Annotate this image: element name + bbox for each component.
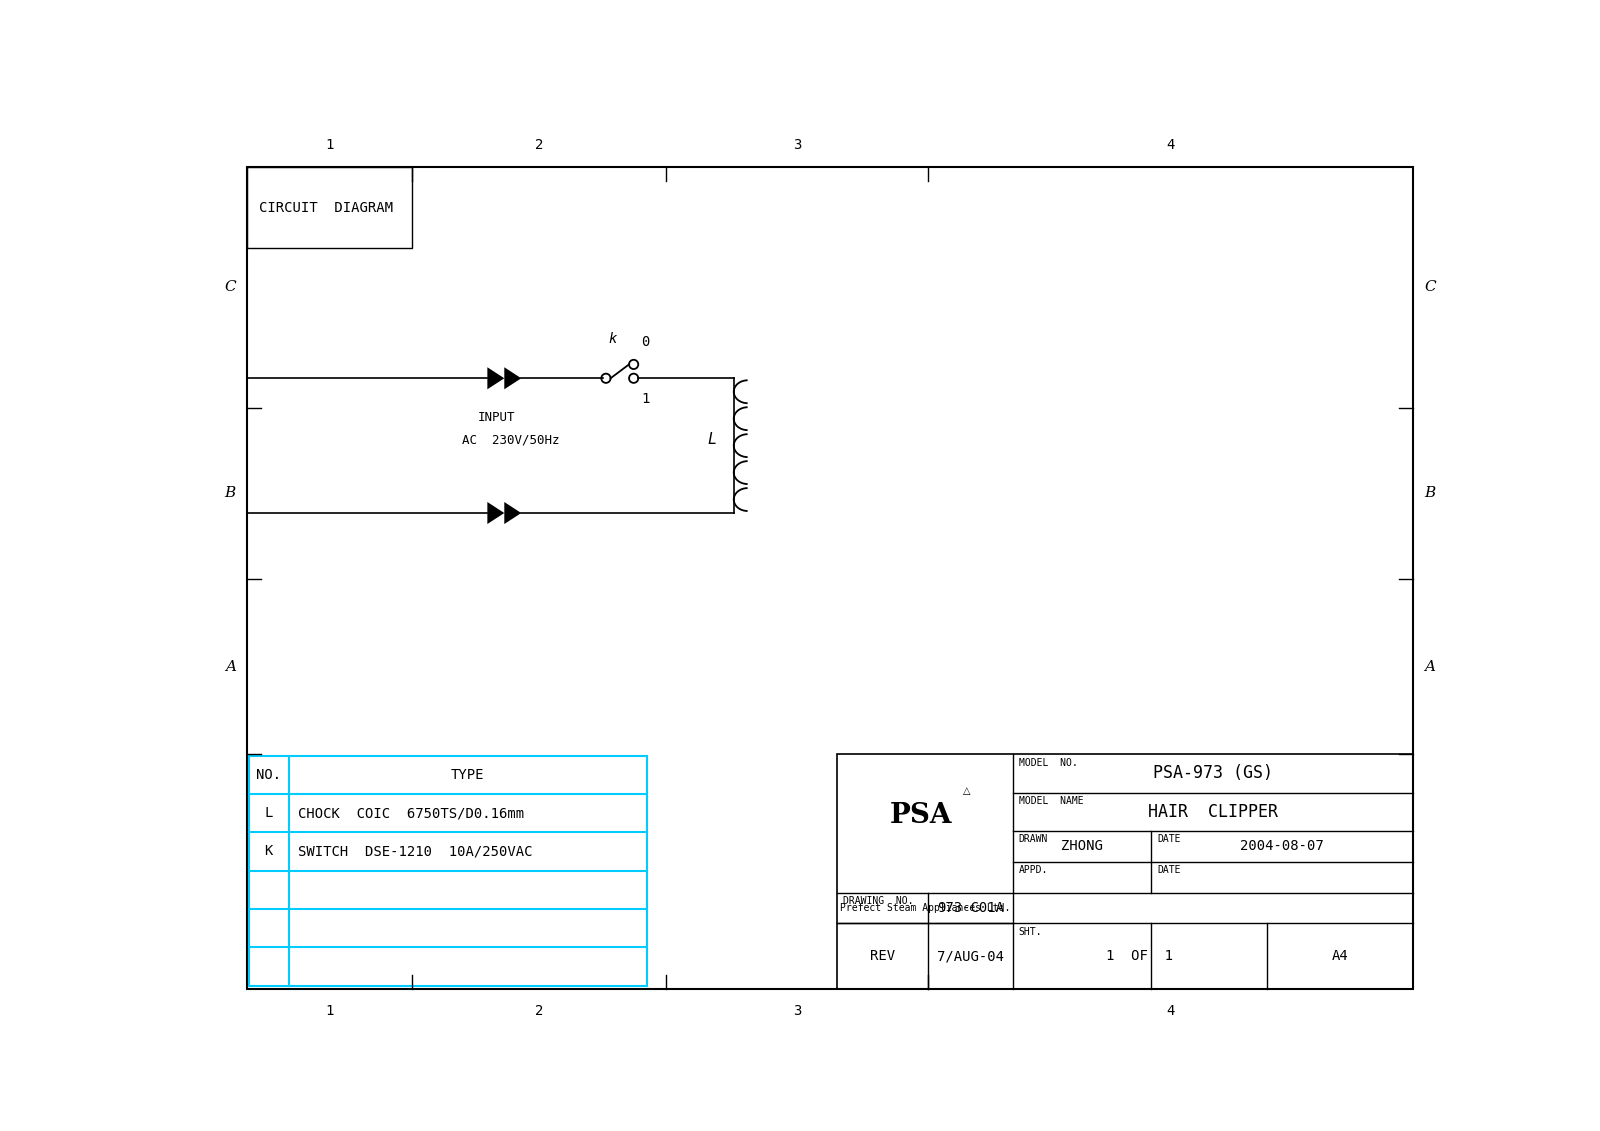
Text: PSA: PSA: [890, 802, 952, 829]
Text: △: △: [963, 786, 971, 796]
Text: 1: 1: [325, 1004, 334, 1018]
Text: TYPE: TYPE: [451, 768, 485, 782]
Polygon shape: [504, 502, 522, 524]
Text: 3: 3: [792, 1004, 802, 1018]
Text: SWITCH  DSE-1210  10A/250VAC: SWITCH DSE-1210 10A/250VAC: [298, 845, 533, 858]
Bar: [246, 167, 411, 248]
Text: A: A: [1424, 659, 1435, 674]
Polygon shape: [504, 368, 522, 389]
Text: 4: 4: [1166, 1004, 1174, 1018]
Text: K: K: [264, 845, 274, 858]
Polygon shape: [488, 368, 504, 389]
Text: L: L: [707, 432, 717, 447]
Text: B: B: [224, 486, 235, 500]
Text: 973-C01A: 973-C01A: [936, 901, 1003, 915]
Text: DRAWING  NO.: DRAWING NO.: [843, 897, 914, 906]
Text: 2: 2: [534, 138, 542, 152]
Text: CIRCUIT  DIAGRAM: CIRCUIT DIAGRAM: [259, 200, 392, 215]
Text: DATE: DATE: [1157, 834, 1181, 844]
Bar: [837, 754, 1413, 988]
Text: DATE: DATE: [1157, 865, 1181, 875]
Text: 1  OF  1: 1 OF 1: [1106, 949, 1173, 964]
Text: k: k: [608, 331, 616, 346]
Text: Prefect Steam Appliances Ltd.: Prefect Steam Appliances Ltd.: [840, 903, 1010, 913]
Text: ZHONG: ZHONG: [1061, 839, 1102, 854]
Text: REV: REV: [870, 949, 894, 964]
Text: DRAWN: DRAWN: [1019, 834, 1048, 844]
Text: L: L: [264, 806, 274, 820]
Text: A4: A4: [1331, 949, 1349, 964]
Text: INPUT: INPUT: [477, 411, 515, 424]
Bar: [248, 756, 646, 986]
Text: 1: 1: [642, 392, 650, 406]
Text: C: C: [1424, 280, 1435, 294]
Text: NO.: NO.: [256, 768, 282, 782]
Text: PSA-973 (GS): PSA-973 (GS): [1152, 765, 1272, 783]
Text: AC  230V/50Hz: AC 230V/50Hz: [462, 433, 560, 447]
Text: 7/AUG-04: 7/AUG-04: [936, 949, 1003, 964]
Text: 2004-08-07: 2004-08-07: [1240, 839, 1323, 854]
Polygon shape: [488, 502, 504, 524]
Text: MODEL  NAME: MODEL NAME: [1019, 795, 1083, 805]
Text: A: A: [224, 659, 235, 674]
Text: 2: 2: [534, 1004, 542, 1018]
Text: HAIR  CLIPPER: HAIR CLIPPER: [1147, 803, 1278, 821]
Text: 0: 0: [642, 335, 650, 349]
Text: 3: 3: [792, 138, 802, 152]
Text: CHOCK  COIC  6750TS/D0.16mm: CHOCK COIC 6750TS/D0.16mm: [298, 806, 525, 820]
Text: B: B: [1424, 486, 1435, 500]
Text: SHT.: SHT.: [1019, 926, 1042, 936]
Text: APPD.: APPD.: [1019, 865, 1048, 875]
Text: MODEL  NO.: MODEL NO.: [1019, 758, 1077, 768]
Text: 1: 1: [325, 138, 334, 152]
Text: 4: 4: [1166, 138, 1174, 152]
Text: C: C: [224, 280, 235, 294]
